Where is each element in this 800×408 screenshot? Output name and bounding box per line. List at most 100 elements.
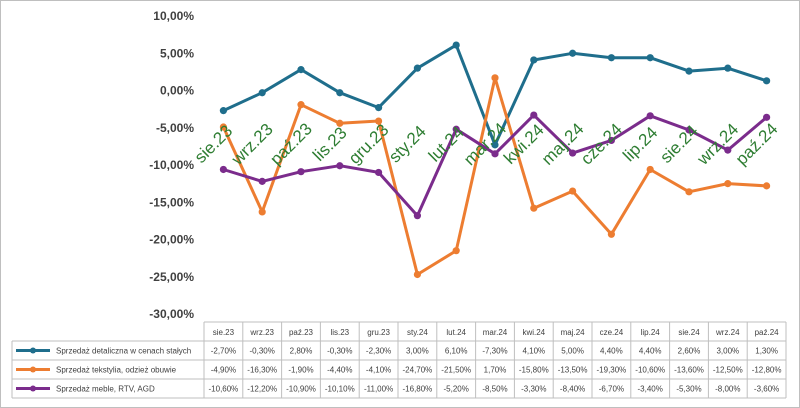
legend-marker-icon <box>30 385 36 392</box>
table-value-cell: -10,60% <box>635 366 665 375</box>
table-value-cell: -3,30% <box>521 385 546 394</box>
y-tick-label: -20,00% <box>149 233 194 247</box>
table-value-cell: -4,10% <box>366 366 391 375</box>
table-value-cell: -8,00% <box>715 385 740 394</box>
table-value-cell: -8,40% <box>560 385 585 394</box>
table-value-cell: 3,00% <box>406 347 429 356</box>
table-value-cell: 4,40% <box>639 347 662 356</box>
table-header-cell: mar.24 <box>483 328 508 337</box>
data-point <box>258 89 266 97</box>
y-tick-label: 10,00% <box>153 9 194 23</box>
data-point <box>297 101 305 109</box>
data-point <box>530 56 538 64</box>
table-value-cell: -10,90% <box>286 385 316 394</box>
table-header-cell: kwi.24 <box>522 328 545 337</box>
legend-series-name: Sprzedaż meble, RTV, AGD <box>56 385 155 394</box>
data-point <box>297 66 305 74</box>
data-point <box>724 64 732 72</box>
data-point <box>607 230 616 238</box>
data-point <box>607 54 616 62</box>
y-tick-label: -5,00% <box>156 121 194 135</box>
table-header-cell: lip.24 <box>641 328 661 337</box>
data-point <box>413 270 421 279</box>
data-point <box>413 64 421 72</box>
data-point <box>763 77 771 85</box>
data-point <box>724 180 732 188</box>
table-value-cell: -7,30% <box>482 347 507 356</box>
data-point <box>336 89 344 97</box>
table-value-cell: 5,00% <box>561 347 584 356</box>
table-value-cell: -8,50% <box>482 385 507 394</box>
data-point <box>569 49 577 57</box>
table-header-cell: sie.24 <box>678 328 700 337</box>
x-category-label: sty.24 <box>385 122 430 167</box>
table-value-cell: -4,90% <box>211 366 236 375</box>
data-point <box>219 165 227 174</box>
data-point <box>491 150 499 158</box>
data-point <box>646 54 654 62</box>
table-header-cell: wrz.24 <box>715 328 740 337</box>
table-value-cell: -2,30% <box>366 347 391 356</box>
x-category-label: kwi.24 <box>500 120 548 168</box>
legend-marker-icon <box>30 347 36 354</box>
data-point <box>452 125 460 133</box>
table-value-cell: -19,30% <box>597 366 627 375</box>
table-value-cell: -6,70% <box>599 385 624 394</box>
table-value-cell: 1,70% <box>484 366 507 375</box>
data-point <box>336 119 344 127</box>
table-header-cell: wrz.23 <box>249 328 274 337</box>
table-value-cell: -4,40% <box>327 366 352 375</box>
table-value-cell: -0,30% <box>250 347 275 356</box>
table-value-cell: 3,00% <box>716 347 739 356</box>
table-header-cell: sie.23 <box>213 328 235 337</box>
data-point <box>491 141 499 149</box>
table-value-cell: -15,80% <box>519 366 549 375</box>
table-value-cell: -2,70% <box>211 347 236 356</box>
table-value-cell: -13,60% <box>674 366 704 375</box>
data-point <box>685 188 693 196</box>
table-value-cell: -10,60% <box>209 385 239 394</box>
table-header-cell: lut.24 <box>446 328 466 337</box>
y-tick-label: -30,00% <box>149 307 194 321</box>
table-value-cell: 4,10% <box>522 347 545 356</box>
table-value-cell: -3,60% <box>754 385 779 394</box>
table-value-cell: -5,20% <box>444 385 469 394</box>
y-tick-label: 0,00% <box>160 84 194 98</box>
x-category-label: paź.23 <box>266 119 316 169</box>
table-value-cell: -5,30% <box>676 385 701 394</box>
table-value-cell: 2,60% <box>678 347 701 356</box>
data-point <box>646 112 654 120</box>
data-point <box>491 74 499 82</box>
data-point <box>569 149 577 157</box>
legend-series-name: Sprzedaż tekstylia, odzież obuwie <box>56 366 177 375</box>
table-value-cell: -1,90% <box>288 366 313 375</box>
data-point <box>530 204 538 212</box>
data-point <box>375 117 383 125</box>
x-category-label: lut.24 <box>425 123 468 166</box>
x-category-label: lis.23 <box>309 123 350 164</box>
table-value-cell: -24,70% <box>403 366 433 375</box>
table-header-cell: maj.24 <box>561 328 586 337</box>
table-value-cell: -12,20% <box>247 385 277 394</box>
x-category-label: lip.24 <box>619 123 661 165</box>
data-point <box>375 168 383 177</box>
data-point <box>685 126 693 134</box>
x-category-label: wrz.23 <box>227 120 277 170</box>
y-tick-label: -15,00% <box>149 195 194 209</box>
table-value-cell: -12,50% <box>713 366 743 375</box>
table-value-cell: -3,40% <box>638 385 663 394</box>
table-header-cell: paź.23 <box>289 328 314 337</box>
table-value-cell: -21,50% <box>441 366 471 375</box>
data-point <box>763 113 771 121</box>
table-header-cell: cze.24 <box>600 328 624 337</box>
data-point <box>219 107 227 115</box>
y-tick-label: -10,00% <box>149 158 194 172</box>
data-point <box>413 212 421 220</box>
data-point <box>452 41 460 49</box>
x-category-label: sie.23 <box>191 121 237 167</box>
table-value-cell: -12,80% <box>752 366 782 375</box>
table-header-cell: paź.24 <box>755 328 780 337</box>
table-header-cell: gru.23 <box>367 328 390 337</box>
x-category-label: cze.24 <box>577 120 626 169</box>
